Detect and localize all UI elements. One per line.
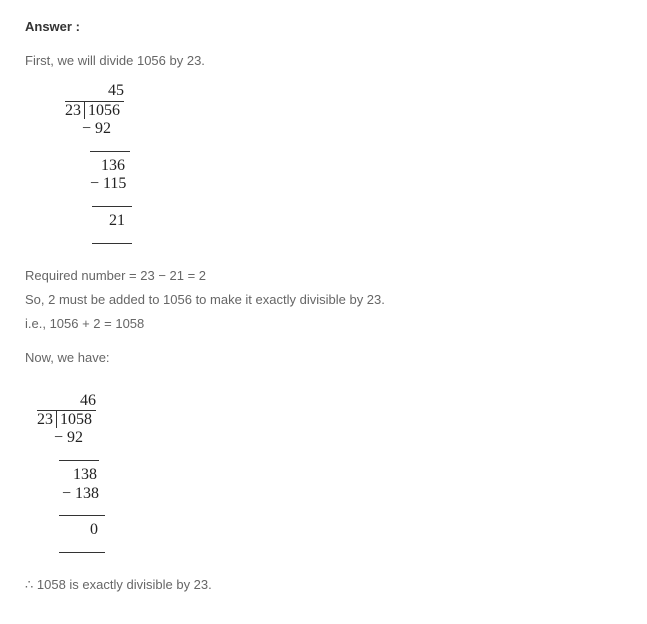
intro-text: First, we will divide 1056 by 23. [25,52,622,70]
dividend-2: 1058 [56,411,92,428]
bring-down-2: 138 [73,466,97,483]
divisor-2: 23 [37,411,56,428]
quotient-1: 45 [65,82,124,101]
calculation-text: i.e., 1056 + 2 = 1058 [25,315,622,333]
bring-down-1: 136 [101,157,125,174]
required-number-text: Required number = 23 − 21 = 2 [25,267,622,285]
dividend-1: 1056 [84,102,120,119]
sub-step-2a: − 92 [54,429,83,446]
explanation-text: So, 2 must be added to 1056 to make it e… [25,291,622,309]
sub-step-2b: − 138 [62,485,99,502]
long-division-2: 46 231058 − 92 138 − 138 0 [37,392,622,559]
divisor-1: 23 [65,102,84,119]
long-division-1: 45 231056 − 92 136 − 115 21 [65,82,622,249]
conclusion-text: ∴ 1058 is exactly divisible by 23. [25,576,622,594]
remainder-2: 0 [90,521,98,538]
quotient-2: 46 [37,392,96,411]
sub-step-1a: − 92 [82,120,111,137]
sub-step-1b: − 115 [90,175,126,192]
answer-heading: Answer : [25,18,622,36]
now-we-have-text: Now, we have: [25,349,622,367]
remainder-1: 21 [109,212,125,229]
